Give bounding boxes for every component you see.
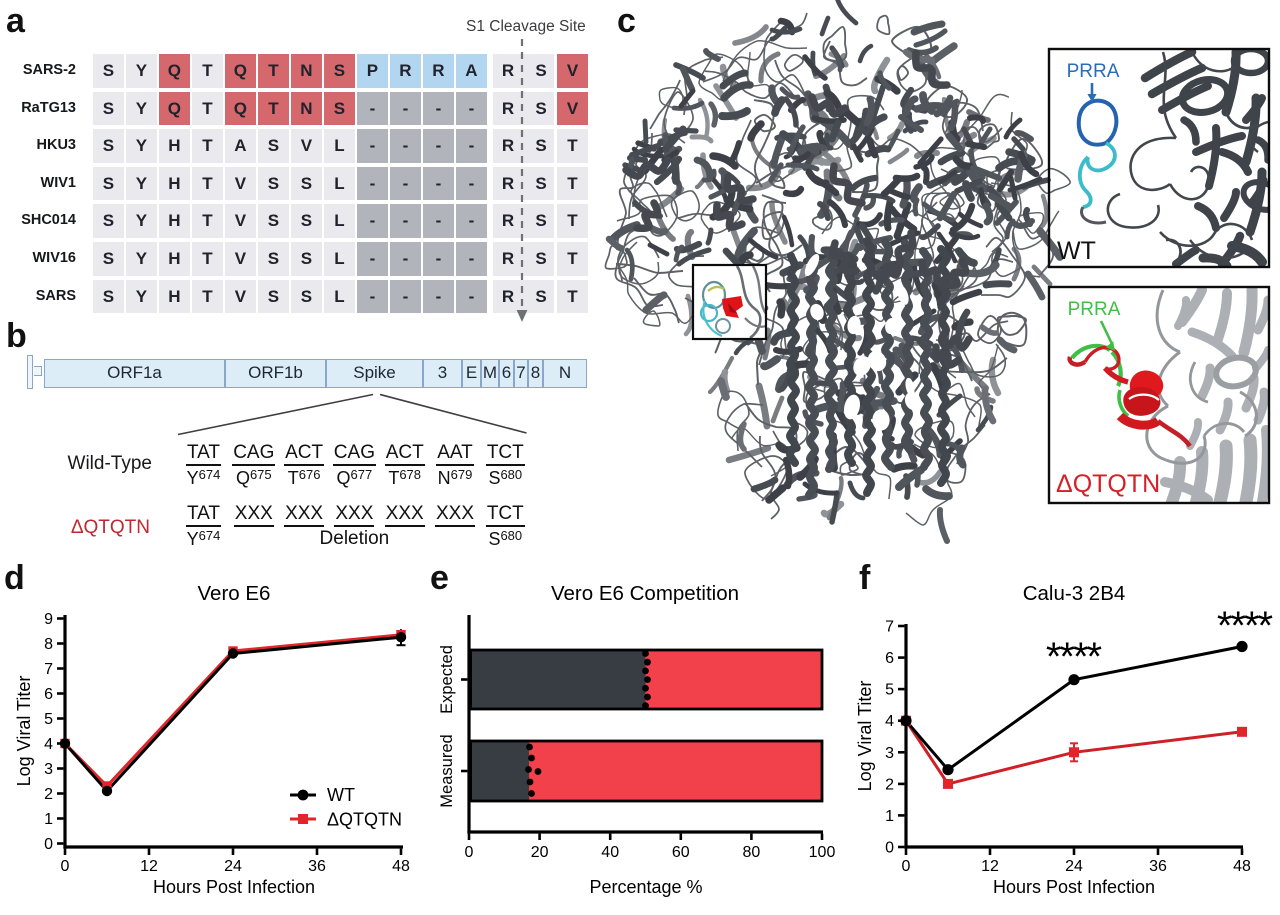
svg-text:****: **** (1046, 635, 1102, 679)
svg-text:Log Viral Titer: Log Viral Titer (14, 676, 34, 787)
svg-text:3: 3 (885, 745, 894, 762)
svg-text:0: 0 (465, 844, 474, 861)
svg-text:12: 12 (981, 858, 999, 875)
svg-text:Hours Post Infection: Hours Post Infection (993, 877, 1155, 897)
svg-text:8: 8 (44, 636, 53, 653)
svg-text:Calu-3 2B4: Calu-3 2B4 (1023, 582, 1126, 605)
svg-text:0: 0 (885, 840, 894, 857)
svg-text:7: 7 (44, 661, 53, 678)
svg-text:0: 0 (902, 858, 911, 875)
svg-text:0: 0 (44, 836, 53, 853)
svg-text:80: 80 (743, 844, 761, 861)
svg-text:60: 60 (672, 844, 690, 861)
svg-text:Percentage %: Percentage % (589, 877, 702, 897)
svg-text:Measured: Measured (438, 734, 456, 807)
svg-text:5: 5 (885, 682, 894, 699)
svg-text:4: 4 (885, 713, 894, 730)
svg-text:36: 36 (308, 858, 326, 875)
svg-text:6: 6 (885, 650, 894, 667)
svg-text:5: 5 (44, 711, 53, 728)
svg-text:ΔQTQTN: ΔQTQTN (1056, 470, 1160, 498)
svg-text:100: 100 (809, 844, 836, 861)
svg-text:6: 6 (44, 686, 53, 703)
svg-text:Vero E6 Competition: Vero E6 Competition (551, 582, 739, 605)
svg-text:Log Viral Titer: Log Viral Titer (855, 681, 875, 792)
svg-text:1: 1 (44, 811, 53, 828)
svg-text:20: 20 (531, 844, 549, 861)
svg-text:1: 1 (885, 808, 894, 825)
svg-text:24: 24 (224, 858, 242, 875)
svg-text:WT: WT (327, 785, 355, 805)
svg-text:2: 2 (885, 776, 894, 793)
svg-text:40: 40 (601, 844, 619, 861)
svg-text:0: 0 (61, 858, 70, 875)
svg-text:PRRA: PRRA (1067, 61, 1120, 82)
svg-text:****: **** (1217, 604, 1273, 648)
svg-text:12: 12 (140, 858, 158, 875)
svg-text:48: 48 (1233, 858, 1251, 875)
svg-text:Vero E6: Vero E6 (198, 582, 271, 605)
svg-text:Hours Post Infection: Hours Post Infection (153, 877, 315, 897)
svg-text:ΔQTQTN: ΔQTQTN (327, 810, 402, 830)
svg-text:4: 4 (44, 736, 53, 753)
svg-text:PRRA: PRRA (1068, 299, 1121, 320)
svg-text:48: 48 (392, 858, 410, 875)
svg-text:36: 36 (1149, 858, 1167, 875)
svg-text:2: 2 (44, 786, 53, 803)
svg-text:WT: WT (1057, 237, 1096, 265)
svg-text:24: 24 (1065, 858, 1083, 875)
svg-text:Expected: Expected (438, 645, 456, 714)
svg-text:3: 3 (44, 761, 53, 778)
svg-text:9: 9 (44, 611, 53, 628)
svg-text:7: 7 (885, 619, 894, 636)
